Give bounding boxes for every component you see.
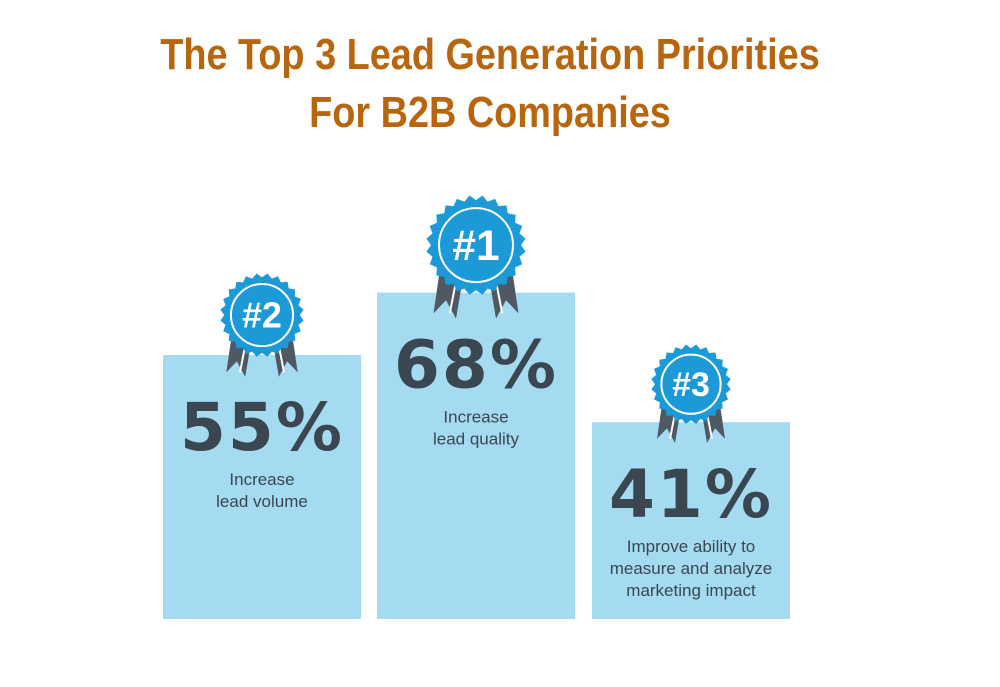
bar bbox=[163, 355, 361, 619]
bar-group: #1 68% Increase lead quality bbox=[377, 195, 575, 619]
rank-badge-icon: #2 bbox=[220, 273, 304, 357]
badge-ring bbox=[229, 283, 295, 348]
rank-label: #1 bbox=[452, 223, 499, 270]
bar bbox=[377, 292, 575, 619]
rank-badge-icon: #1 bbox=[426, 195, 526, 295]
value-label: 41% bbox=[609, 456, 773, 533]
badge-ring bbox=[438, 207, 514, 284]
badge-seal bbox=[426, 195, 526, 295]
category-label: Increase bbox=[443, 408, 508, 427]
category-label: marketing impact bbox=[626, 581, 756, 600]
badge-ring bbox=[660, 353, 722, 415]
bar-group: #3 41% Improve ability to measure and analy… bbox=[592, 344, 790, 619]
category-label: Increase bbox=[229, 470, 294, 489]
category-label: measure and analyze bbox=[610, 559, 773, 578]
title-line-1: The Top 3 Lead Generation Priorities bbox=[160, 30, 820, 79]
rank-label: #3 bbox=[672, 366, 710, 404]
bar-group: #2 55% Increase lead volume bbox=[163, 273, 361, 619]
badge-seal bbox=[651, 344, 731, 424]
category-label: Improve ability to bbox=[627, 537, 756, 556]
title-line-2: For B2B Companies bbox=[309, 88, 671, 137]
value-label: 68% bbox=[394, 327, 558, 404]
badge-seal bbox=[220, 273, 304, 357]
value-label: 55% bbox=[180, 389, 344, 466]
category-label: lead volume bbox=[216, 492, 308, 511]
category-label: lead quality bbox=[433, 430, 520, 449]
rank-label: #2 bbox=[242, 296, 282, 336]
bar bbox=[592, 422, 790, 619]
rank-badge-icon: #3 bbox=[651, 344, 731, 424]
chart-title: The Top 3 Lead Generation Priorities For… bbox=[69, 26, 912, 142]
